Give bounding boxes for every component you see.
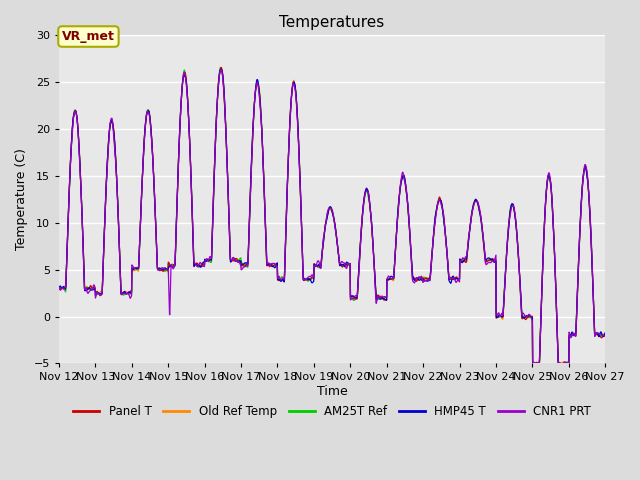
Title: Temperatures: Temperatures [280, 15, 385, 30]
Text: VR_met: VR_met [62, 30, 115, 43]
Y-axis label: Temperature (C): Temperature (C) [15, 148, 28, 250]
X-axis label: Time: Time [317, 385, 348, 398]
Legend: Panel T, Old Ref Temp, AM25T Ref, HMP45 T, CNR1 PRT: Panel T, Old Ref Temp, AM25T Ref, HMP45 … [68, 401, 596, 423]
